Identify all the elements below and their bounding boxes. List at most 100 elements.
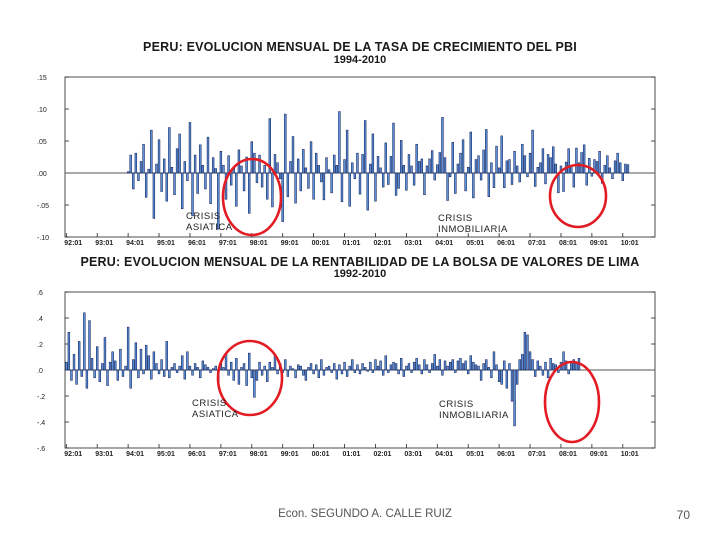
chart2-bar — [193, 363, 197, 371]
chart1-bar — [510, 172, 514, 185]
chart1-xtick-label: 08:01 — [559, 240, 577, 247]
chart2-xtick-label: 97:01 — [219, 451, 237, 458]
chart2-bar — [155, 363, 158, 371]
chart2-bar — [317, 369, 320, 379]
chart1-bar — [577, 162, 581, 174]
chart1-bar — [374, 172, 377, 202]
chart1-bar — [366, 172, 369, 211]
chart1-bar — [451, 142, 454, 174]
chart2-bar — [152, 351, 156, 371]
chart2-subtitle: 1992-2010 — [333, 268, 387, 280]
chart2-bar — [315, 364, 318, 371]
chart1-bar — [307, 172, 310, 189]
chart1-bar — [168, 127, 171, 174]
chart1-bar — [474, 159, 478, 174]
chart1-title: PERU: EVOLUCION MENSUAL DE LA TASA DE CR… — [143, 40, 577, 54]
chart1-bar — [258, 154, 261, 174]
chart1-bar — [312, 172, 315, 200]
chart1-bar — [199, 144, 202, 174]
chart1-bar — [358, 172, 362, 195]
chart2-bar — [165, 341, 168, 371]
chart1-bar — [230, 172, 233, 186]
chart1-bar — [518, 172, 521, 183]
chart1-bar — [503, 172, 506, 188]
chart2-bar — [242, 363, 246, 371]
chart2-bar — [294, 369, 297, 379]
chart2-xtick-label: 03:01 — [404, 451, 422, 458]
chart1-bar — [206, 136, 210, 174]
chart2-bar — [108, 361, 112, 371]
chart2-bar — [508, 363, 511, 371]
chart1-bar — [552, 146, 555, 174]
chart2-bar — [397, 369, 400, 375]
chart2-bar — [250, 369, 253, 379]
chart1-bar — [304, 167, 308, 174]
chart2-bar — [258, 361, 261, 371]
chart2-bar — [562, 351, 565, 371]
chart2-xtick-label: 98:01 — [250, 451, 268, 458]
chart1-bar — [492, 172, 496, 188]
chart2-bar — [348, 365, 351, 371]
chart1-bar — [567, 148, 570, 174]
chart2-bar — [320, 359, 323, 371]
chart1-bar — [173, 172, 176, 196]
chart2-bar — [214, 365, 217, 371]
chart1-bar — [178, 133, 181, 174]
chart2-xtick-label: 07:01 — [528, 451, 546, 458]
chart2-xtick-label: 00:01 — [312, 451, 330, 458]
chart1-bar — [193, 154, 197, 174]
chart1-bar — [278, 172, 282, 180]
chart2-annotation-crisis-inmobiliaria: CRISIS INMOBILIARIA — [439, 399, 509, 421]
chart2-bar — [485, 359, 488, 371]
chart1-xtick-label: 09:01 — [590, 240, 608, 247]
chart1-bar — [611, 172, 614, 180]
chart2-bar — [224, 354, 228, 371]
chart2-bar — [441, 369, 444, 376]
chart2-bar — [495, 364, 498, 371]
chart2-xtick-label: 01:01 — [343, 451, 361, 458]
chart2-bar — [379, 360, 382, 371]
chart2-bar — [80, 369, 83, 377]
chart1-bar — [183, 161, 186, 174]
chart2-bar — [487, 367, 490, 371]
chart2-ytick-label: -.2 — [37, 394, 45, 401]
chart1-bar — [479, 172, 483, 181]
chart2-bar — [237, 369, 241, 385]
chart2-bar — [204, 364, 207, 371]
chart1-bar — [260, 172, 264, 188]
chart1-bar — [539, 162, 542, 174]
chart1-bar — [606, 155, 609, 174]
chart2-bar — [124, 365, 127, 371]
chart2-bar — [183, 369, 186, 380]
chart1-bar — [521, 143, 524, 174]
chart1-bar — [613, 160, 617, 174]
chart1-bar — [482, 149, 485, 174]
chart2-bar — [418, 364, 421, 371]
chart2-bar — [222, 367, 225, 371]
chart1-bar — [353, 172, 357, 180]
chart2-bar — [188, 365, 192, 371]
chart2-xtick-label: 99:01 — [281, 451, 299, 458]
chart2-xtick-label: 06:01 — [497, 451, 515, 458]
chart2-bar — [531, 359, 534, 371]
chart1-bar — [394, 172, 398, 196]
chart1-xtick-label: 93:01 — [95, 240, 113, 247]
chart2-bar — [430, 363, 434, 371]
chart1-xtick-label: 07:01 — [528, 240, 546, 247]
chart1-bar — [536, 166, 539, 174]
chart2-xtick-label: 04:01 — [435, 451, 453, 458]
chart1-bar — [268, 118, 272, 174]
chart2-bar — [191, 369, 194, 376]
chart2-bar — [65, 361, 68, 371]
chart1-bar — [271, 172, 274, 208]
chart2-bar — [464, 360, 467, 371]
chart2-bar — [276, 369, 279, 375]
chart1-bar — [255, 172, 259, 183]
chart1-bar — [250, 141, 253, 174]
chart1-crisis-circle-inmobiliaria — [548, 163, 608, 229]
chart2-bar — [338, 364, 341, 371]
chart1-bar — [433, 172, 436, 181]
chart1-bar — [508, 159, 511, 174]
chart2-xtick-label: 94:01 — [126, 451, 144, 458]
chart1-bar — [407, 154, 411, 174]
